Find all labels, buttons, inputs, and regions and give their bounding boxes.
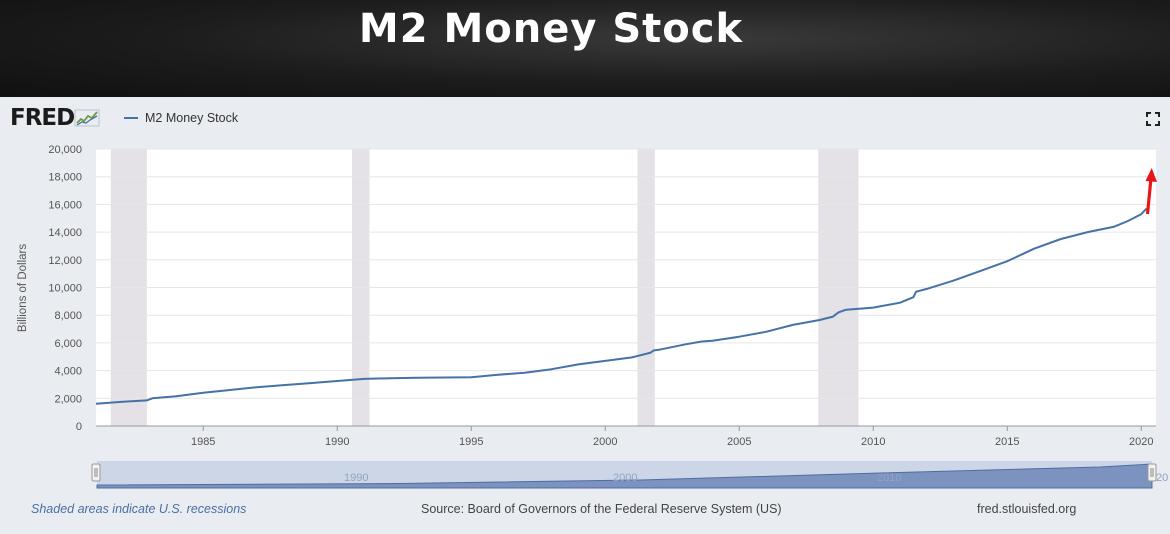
y-tick-label: 10,000 [48,283,82,295]
y-tick-label: 2,000 [54,393,82,405]
x-tick-label: 2005 [727,436,751,448]
series-line-m2-money-stock [95,207,1148,405]
y-tick-label: 16,000 [48,199,82,211]
series-layer [95,207,1148,405]
navigator-tick-label: 1990 [344,472,368,484]
y-tick-label: 20,000 [48,144,82,156]
x-tick-label: 2020 [1129,436,1153,448]
chart-panel: FRED M2 Money Stock 0 2,000 4,000 6,000 8,00… [0,97,1170,534]
fred-logo[interactable]: FRED [10,105,100,131]
banner-title: M2 Money Stock [358,6,744,52]
navigator-tick-label: 2010 [877,472,901,484]
y-tick-label: 8,000 [54,310,82,322]
x-tick-label: 1995 [459,436,483,448]
fullscreen-icon[interactable] [1145,111,1161,127]
y-tick-label: 18,000 [48,172,82,184]
y-axis-ticks: 0 2,000 4,000 6,000 8,000 10,000 12,000 14,000 1… [48,144,82,433]
y-axis-label: Billions of Dollars [17,244,29,332]
navigator-series-area [96,463,1153,489]
line-chart: 0 2,000 4,000 6,000 8,000 10,000 12,000 14,000 1… [17,144,1157,448]
legend[interactable]: M2 Money Stock [124,111,238,125]
legend-series-label: M2 Money Stock [145,111,239,125]
source-footnote: Source: Board of Governors of the Federa… [421,502,782,516]
x-tick-label: 2000 [593,436,617,448]
x-tick-label: 1985 [191,436,215,448]
legend-swatch [124,117,138,119]
navigator-left-handle[interactable] [91,463,101,482]
navigator-tick-label: 20 [1156,472,1168,484]
fred-logo-text: FRED [10,105,75,131]
y-tick-label: 6,000 [54,338,82,350]
x-axis-ticks: 1985 1990 1995 2000 2005 2010 2015 2020 [96,425,1156,448]
navigator-right-handle[interactable] [1147,463,1157,482]
y-tick-label: 14,000 [48,227,82,239]
red-arrow-annotation [1145,168,1157,215]
fred-chart-icon [74,109,100,127]
y-tick-label: 4,000 [54,366,82,378]
x-tick-label: 2015 [995,436,1019,448]
navigator-tick-label: 2000 [613,472,637,484]
y-tick-label: 12,000 [48,255,82,267]
title-banner: M2 Money Stock [0,0,1170,97]
recession-footnote: Shaded areas indicate U.S. recessions [31,502,247,516]
x-tick-label: 1990 [325,436,349,448]
y-tick-label: 0 [76,421,82,433]
site-link[interactable]: fred.stlouisfed.org [977,502,1077,516]
x-tick-label: 2010 [861,436,885,448]
range-navigator[interactable]: 1990 2000 2010 20 [0,97,1170,497]
